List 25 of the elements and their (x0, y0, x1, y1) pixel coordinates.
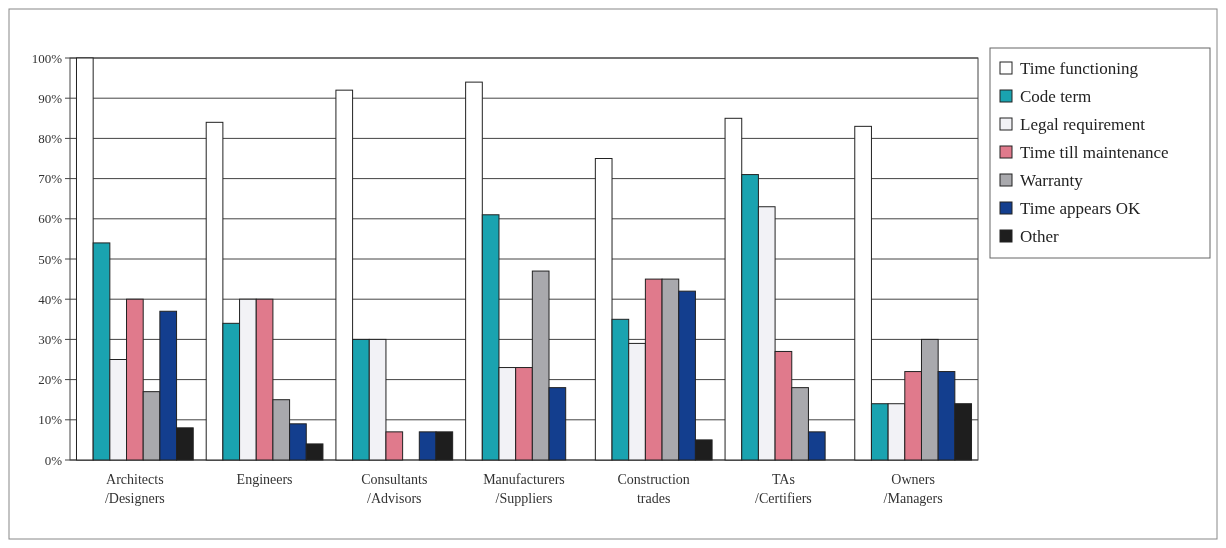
legend-label: Time functioning (1020, 58, 1139, 78)
x-tick-label: Owners /Managers (883, 472, 943, 506)
legend-label: Time appears OK (1020, 198, 1141, 218)
y-tick-label: 60% (38, 211, 63, 227)
y-tick-label: 70% (38, 171, 63, 187)
legend-label: Time till maintenance (1020, 142, 1169, 162)
legend-label: Other (1020, 226, 1060, 246)
y-tick-label: 100% (31, 50, 63, 66)
y-tick-label: 20% (38, 372, 63, 388)
x-tick-label: Construction trades (617, 472, 690, 506)
legend-label: Code term (1020, 86, 1092, 106)
y-tick-label: 30% (38, 331, 63, 347)
x-tick-label: Manufacturers /Suppliers (483, 472, 565, 506)
y-tick-label: 90% (38, 90, 63, 106)
legend-label: Warranty (1020, 170, 1084, 190)
y-tick-label: 50% (38, 251, 63, 267)
y-tick-label: 0% (44, 452, 63, 468)
y-tick-label: 10% (38, 412, 63, 428)
y-tick-label: 80% (38, 130, 63, 146)
x-tick-label: TAs /Certifiers (755, 472, 812, 506)
legend-label: Legal requirement (1020, 114, 1146, 134)
x-tick-label: Architects /Designers (104, 472, 165, 506)
x-tick-label: Engineers (236, 472, 293, 487)
y-tick-label: 40% (38, 291, 63, 307)
x-tick-label: Consultants /Advisors (361, 472, 428, 506)
